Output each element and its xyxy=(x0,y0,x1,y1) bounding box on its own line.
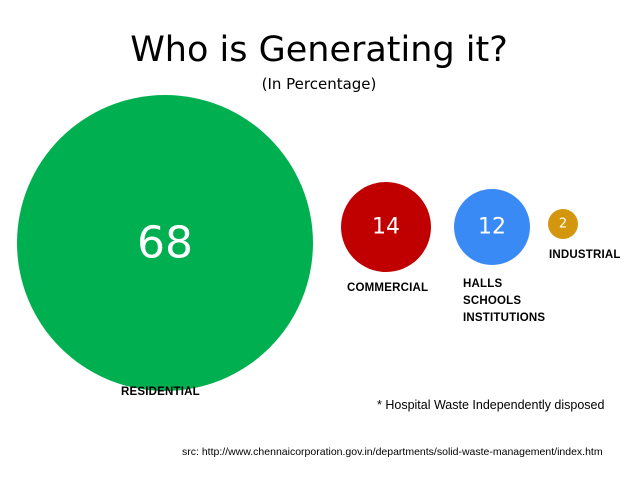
category-label-halls-line: HALLS xyxy=(463,278,503,290)
bubble-industrial xyxy=(548,209,578,239)
chart-title: Who is Generating it? xyxy=(130,30,508,70)
bubble-value-industrial: 2 xyxy=(559,217,567,232)
category-label-residential: RESIDENTIAL xyxy=(121,386,200,398)
footnote: * Hospital Waste Independently disposed xyxy=(377,398,605,412)
bubble-commercial xyxy=(341,182,431,272)
category-label-halls: HALLS SCHOOLS INSTITUTIONS xyxy=(463,276,545,327)
bubble-value-commercial: 14 xyxy=(372,215,400,240)
bubble-residential xyxy=(17,95,313,391)
chart-subtitle: (In Percentage) xyxy=(261,75,377,93)
bubble-value-halls-schools-institutions: 12 xyxy=(478,215,506,240)
category-label-schools-line: SCHOOLS xyxy=(463,295,522,307)
bubble-halls-schools-institutions xyxy=(454,189,530,265)
category-label-institutions-line: INSTITUTIONS xyxy=(463,312,546,324)
source-citation: src: http://www.chennaicorporation.gov.i… xyxy=(182,446,603,458)
category-label-commercial: COMMERCIAL xyxy=(347,282,429,294)
category-label-industrial: INDUSTRIAL xyxy=(549,249,621,261)
bubble-value-residential: 68 xyxy=(137,218,193,269)
